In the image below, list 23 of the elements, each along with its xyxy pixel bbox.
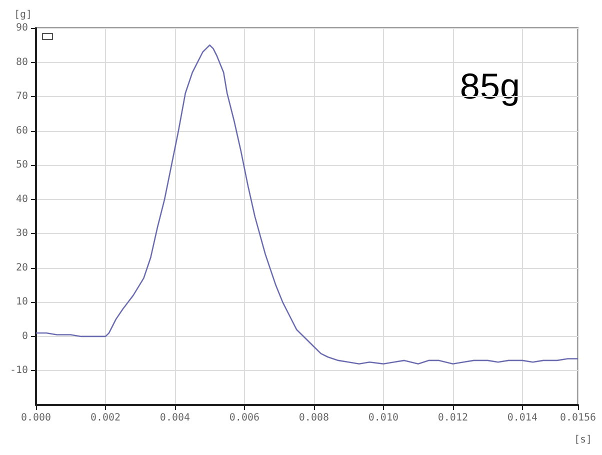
x-tick-label: 0.010 (368, 412, 398, 424)
y-tick-label: 40 (16, 194, 28, 205)
line-series (35, 44, 579, 365)
y-tick-label: 50 (16, 160, 28, 171)
x-tick-label: 0.012 (438, 412, 468, 424)
y-axis-title: [g] (14, 10, 32, 20)
x-tick-label: 0.004 (160, 412, 190, 424)
y-tick-label: 20 (16, 262, 28, 274)
x-tick-label: 0.000 (20, 412, 52, 424)
x-tick-label: 0.014 (507, 412, 538, 424)
x-tick-label: 0.002 (90, 412, 121, 424)
y-tick-label: 10 (16, 296, 28, 308)
y-tick-label: 70 (16, 91, 28, 102)
y-tick-label: 80 (16, 56, 28, 68)
x-axis-title: [s] (574, 434, 592, 446)
x-tick-label: 0.0156 (560, 412, 596, 424)
y-tick-label: 60 (16, 125, 28, 136)
x-tick-label: 0.006 (229, 412, 260, 424)
y-tick-label: -10 (10, 365, 28, 376)
y-tick-label: 90 (16, 22, 28, 34)
y-tick-label: 30 (16, 228, 28, 240)
y-tick-label: 0 (22, 330, 28, 342)
x-tick-label: 0.008 (298, 412, 330, 424)
